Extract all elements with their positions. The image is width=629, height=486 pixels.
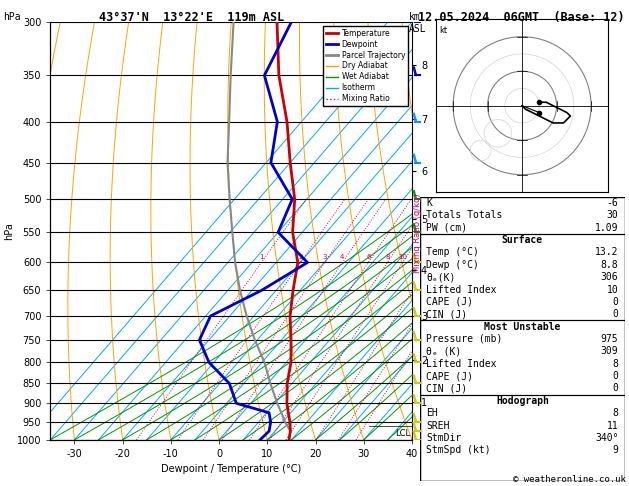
- Y-axis label: hPa: hPa: [4, 222, 14, 240]
- Text: PW (cm): PW (cm): [426, 223, 467, 233]
- Text: 12.05.2024  06GMT  (Base: 12): 12.05.2024 06GMT (Base: 12): [418, 11, 625, 24]
- Text: 8: 8: [613, 408, 618, 418]
- Text: Temp (°C): Temp (°C): [426, 247, 479, 258]
- Text: CAPE (J): CAPE (J): [426, 371, 473, 381]
- Text: 43°37'N  13°22'E  119m ASL: 43°37'N 13°22'E 119m ASL: [99, 11, 284, 24]
- Legend: Temperature, Dewpoint, Parcel Trajectory, Dry Adiabat, Wet Adiabat, Isotherm, Mi: Temperature, Dewpoint, Parcel Trajectory…: [323, 26, 408, 106]
- Text: -6: -6: [607, 198, 618, 208]
- Text: SREH: SREH: [426, 420, 450, 431]
- Text: 13.2: 13.2: [595, 247, 618, 258]
- Text: 10: 10: [607, 284, 618, 295]
- Bar: [420, 395, 625, 481]
- Text: 309: 309: [601, 347, 618, 356]
- Text: K: K: [426, 198, 432, 208]
- Text: kt: kt: [439, 26, 447, 35]
- Text: θₑ (K): θₑ (K): [426, 347, 462, 356]
- Text: 1: 1: [259, 254, 264, 260]
- Text: 8: 8: [385, 254, 389, 260]
- Text: Surface: Surface: [502, 235, 543, 245]
- Text: Lifted Index: Lifted Index: [426, 284, 497, 295]
- Text: 8.8: 8.8: [601, 260, 618, 270]
- Text: km
ASL: km ASL: [409, 12, 426, 34]
- Text: EH: EH: [426, 408, 438, 418]
- Text: 1.09: 1.09: [595, 223, 618, 233]
- Text: 8: 8: [613, 359, 618, 369]
- X-axis label: Dewpoint / Temperature (°C): Dewpoint / Temperature (°C): [161, 465, 301, 474]
- Text: StmSpd (kt): StmSpd (kt): [426, 445, 491, 455]
- Text: LCL: LCL: [396, 429, 411, 438]
- Text: 0: 0: [613, 371, 618, 381]
- Text: CIN (J): CIN (J): [426, 309, 467, 319]
- Text: 9: 9: [613, 445, 618, 455]
- Text: 0: 0: [613, 297, 618, 307]
- Text: Lifted Index: Lifted Index: [426, 359, 497, 369]
- Text: CIN (J): CIN (J): [426, 383, 467, 394]
- Text: Most Unstable: Most Unstable: [484, 322, 560, 331]
- Text: θₑ(K): θₑ(K): [426, 272, 455, 282]
- Text: Hodograph: Hodograph: [496, 396, 549, 406]
- Text: 3: 3: [322, 254, 327, 260]
- Text: 6: 6: [366, 254, 370, 260]
- Text: 975: 975: [601, 334, 618, 344]
- Text: 2: 2: [298, 254, 303, 260]
- Text: Pressure (mb): Pressure (mb): [426, 334, 503, 344]
- Text: CAPE (J): CAPE (J): [426, 297, 473, 307]
- Text: Dewp (°C): Dewp (°C): [426, 260, 479, 270]
- Text: 306: 306: [601, 272, 618, 282]
- Text: 10: 10: [398, 254, 407, 260]
- Text: © weatheronline.co.uk: © weatheronline.co.uk: [513, 474, 626, 484]
- Text: StmDir: StmDir: [426, 433, 462, 443]
- Text: 340°: 340°: [595, 433, 618, 443]
- Bar: [420, 234, 625, 320]
- Text: 0: 0: [613, 383, 618, 394]
- Text: 4: 4: [340, 254, 345, 260]
- Text: 30: 30: [607, 210, 618, 220]
- Text: 11: 11: [607, 420, 618, 431]
- Bar: [420, 320, 625, 395]
- Text: hPa: hPa: [3, 12, 21, 22]
- Text: 0: 0: [613, 309, 618, 319]
- Text: Totals Totals: Totals Totals: [426, 210, 503, 220]
- Text: Mixing Ratio (g/kg): Mixing Ratio (g/kg): [413, 193, 421, 273]
